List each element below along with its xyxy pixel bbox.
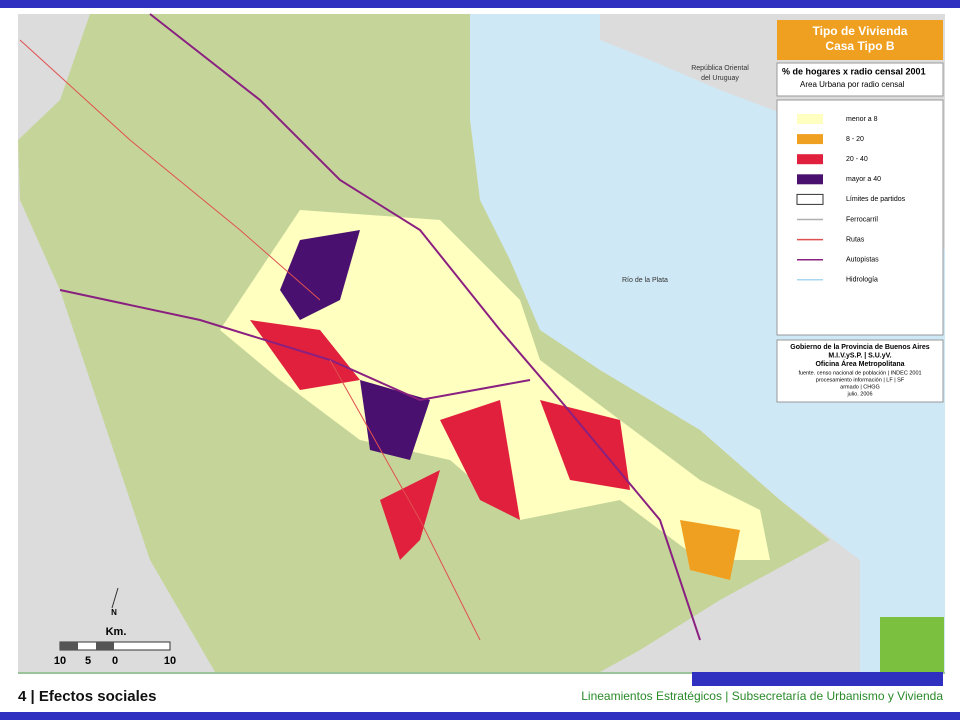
zone-high [280, 230, 360, 320]
legend-swatch [796, 193, 824, 205]
legend-heading: % de hogares x radio censal 2001 [782, 66, 926, 76]
scale-unit: Km. [106, 626, 127, 638]
legend-header [777, 20, 943, 60]
legend-label: Hidrología [846, 277, 878, 284]
legend-box [776, 99, 944, 336]
zone-mid [440, 400, 520, 520]
legend-label: 20 - 40 [846, 156, 868, 163]
legend-label: Autopistas [846, 257, 879, 264]
credits-line: Gobierno de la Provincia de Buenos Aires [790, 344, 929, 351]
credits-box [776, 339, 944, 403]
bottom-bar [0, 712, 960, 720]
credits-note: armado | CHGG [840, 384, 880, 390]
credits-note: fuente. censo nacional de población | IN… [798, 370, 921, 376]
legend-heading-box [776, 62, 944, 97]
top-bar [0, 0, 960, 8]
zone-high [360, 380, 430, 460]
credits-line: M.I.V.yS.P. | S.U.yV. [828, 352, 891, 359]
north-arrow [111, 587, 119, 609]
credits-note: julio. 2006 [846, 391, 872, 397]
legend-swatch [797, 114, 823, 124]
legend-label: Rutas [846, 236, 865, 243]
scale-label: 5 [85, 655, 91, 667]
legend-swatch [797, 174, 823, 185]
legend-label: mayor a 40 [846, 176, 881, 183]
zone-mid [380, 470, 440, 560]
legend-swatch [797, 134, 823, 145]
legend-swatch [797, 154, 823, 165]
scale-label: 10 [54, 655, 66, 667]
zone-low [680, 520, 740, 580]
credits-line: Oficina Área Metropolitana [815, 359, 904, 368]
north-label: N [111, 608, 117, 617]
country-label: del Uruguay [701, 75, 739, 82]
footer-accent [692, 672, 943, 686]
legend-title: Tipo de Vivienda [813, 24, 908, 38]
country-label: República Oriental [691, 65, 749, 72]
legend-subheading: Area Urbana por radio censal [800, 80, 905, 89]
footer-org: Lineamientos Estratégicos | Subsecretarí… [581, 689, 943, 703]
zone-mid [540, 400, 630, 490]
legend-label: 8 - 20 [846, 136, 864, 143]
legend-subtitle: Casa Tipo B [825, 39, 894, 53]
legend-label: menor a 8 [846, 116, 878, 123]
scale-label: 0 [112, 655, 118, 667]
route [329, 359, 481, 641]
river-label: Río de la Plata [622, 277, 668, 284]
legend-label: Ferrocarril [846, 216, 878, 223]
route [19, 39, 321, 301]
credits-note: procesamiento información | LF | SF [816, 377, 905, 383]
scale-bar [59, 641, 171, 651]
legend-label: Límites de partidos [846, 196, 906, 203]
logo [880, 617, 944, 672]
highway [149, 13, 701, 641]
urban-area [220, 210, 770, 560]
zone-mid [250, 320, 360, 390]
scale-label: 10 [164, 655, 176, 667]
footer-section: 4 | Efectos sociales [18, 688, 156, 705]
